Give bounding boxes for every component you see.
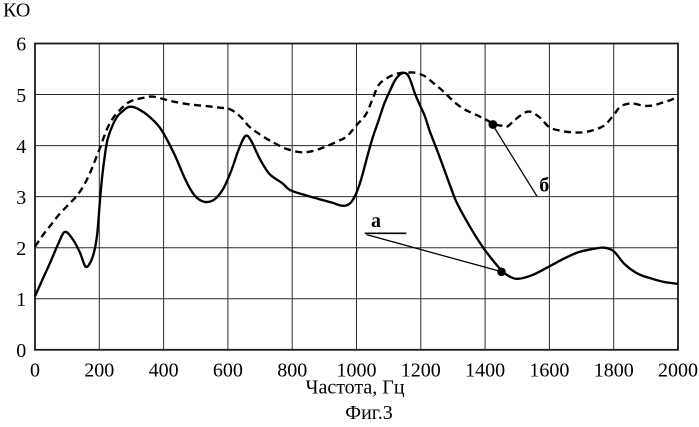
svg-text:2: 2 <box>16 238 26 260</box>
svg-text:1000: 1000 <box>337 360 377 382</box>
svg-text:1400: 1400 <box>465 360 505 382</box>
svg-text:0: 0 <box>30 360 40 382</box>
svg-text:Частота, Гц: Частота, Гц <box>305 377 404 399</box>
svg-text:1200: 1200 <box>401 360 441 382</box>
svg-text:5: 5 <box>16 85 26 107</box>
svg-text:КО: КО <box>3 0 30 22</box>
svg-text:800: 800 <box>277 360 307 382</box>
svg-text:600: 600 <box>213 360 243 382</box>
svg-text:Фиг.3: Фиг.3 <box>345 402 392 422</box>
svg-text:2000: 2000 <box>658 360 698 382</box>
svg-text:4: 4 <box>16 136 26 158</box>
svg-text:1: 1 <box>16 289 26 311</box>
svg-text:6: 6 <box>16 34 26 56</box>
svg-text:а: а <box>371 210 381 232</box>
svg-text:1800: 1800 <box>594 360 634 382</box>
svg-text:3: 3 <box>16 187 26 209</box>
svg-text:1600: 1600 <box>529 360 569 382</box>
svg-text:200: 200 <box>84 360 114 382</box>
svg-text:0: 0 <box>16 340 26 362</box>
svg-text:400: 400 <box>149 360 179 382</box>
svg-text:б: б <box>539 174 549 196</box>
